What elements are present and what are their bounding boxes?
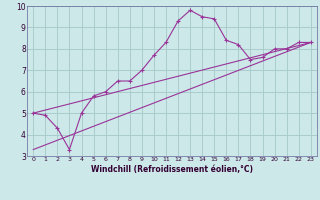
X-axis label: Windchill (Refroidissement éolien,°C): Windchill (Refroidissement éolien,°C): [91, 165, 253, 174]
